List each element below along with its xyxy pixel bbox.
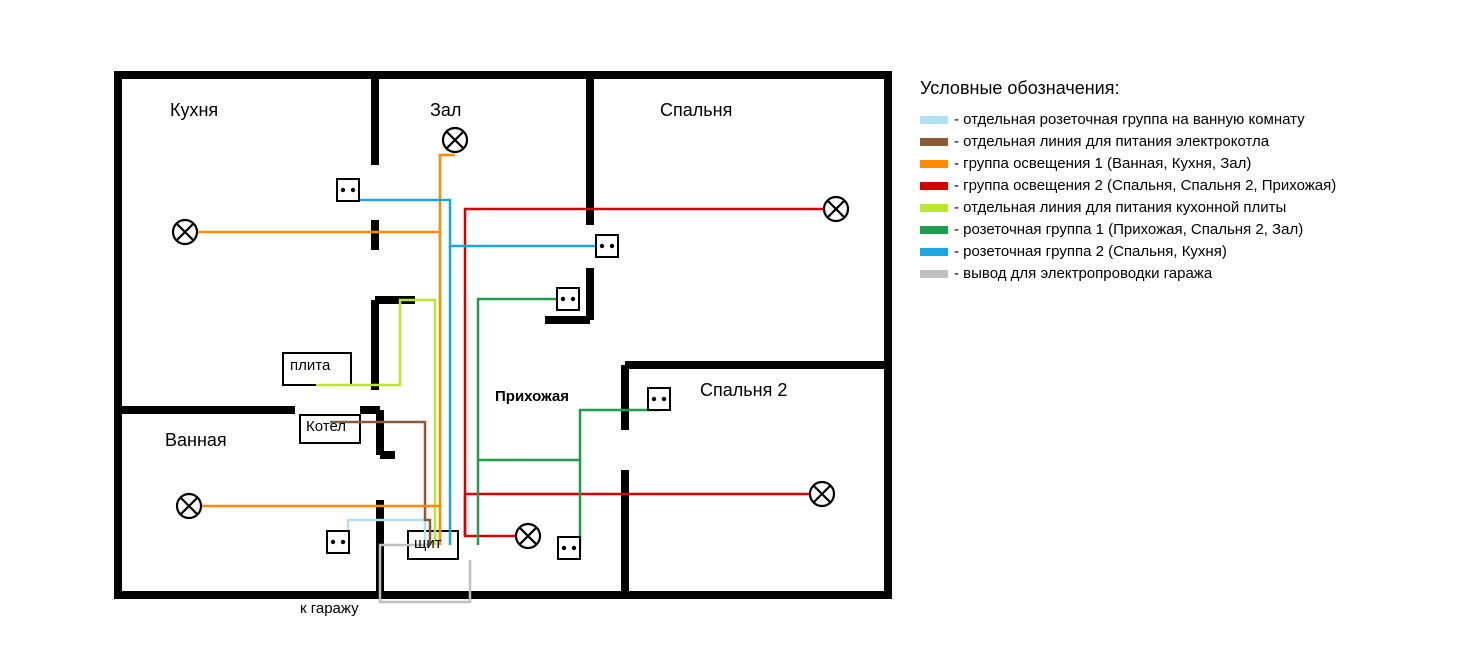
legend-row: - отдельная линия для питания кухонной п…	[920, 197, 1336, 218]
legend-text: - розеточная группа 1 (Прихожая, Спальня…	[954, 221, 1303, 238]
legend-text: - группа освещения 1 (Ванная, Кухня, Зал…	[954, 155, 1251, 172]
legend-row: - группа освещения 2 (Спальня, Спальня 2…	[920, 175, 1336, 196]
label-bedroom2: Спальня 2	[700, 380, 787, 401]
label-bedroom: Спальня	[660, 100, 732, 121]
legend-swatch	[920, 248, 948, 256]
label-hall: Зал	[430, 100, 461, 121]
legend-swatch	[920, 226, 948, 234]
legend-swatch	[920, 160, 948, 168]
legend-text: - отдельная линия для питания кухонной п…	[954, 199, 1286, 216]
label-bathroom: Ванная	[165, 430, 227, 451]
label-panel: щит	[414, 535, 442, 552]
legend-row: - вывод для электропроводки гаража	[920, 263, 1336, 284]
legend-swatch	[920, 182, 948, 190]
legend-row: - отдельная линия для питания электрокот…	[920, 131, 1336, 152]
legend-text: - отдельная линия для питания электрокот…	[954, 133, 1269, 150]
legend-row: - розеточная группа 2 (Спальня, Кухня)	[920, 241, 1336, 262]
label-corridor: Прихожая	[495, 388, 569, 405]
legend-text: - розеточная группа 2 (Спальня, Кухня)	[954, 243, 1227, 260]
legend-title: Условные обозначения:	[920, 78, 1336, 99]
legend-text: - группа освещения 2 (Спальня, Спальня 2…	[954, 177, 1336, 194]
label-kitchen: Кухня	[170, 100, 218, 121]
legend: Условные обозначения: - отдельная розето…	[920, 78, 1336, 285]
label-boiler: Котел	[306, 418, 346, 435]
legend-text: - отдельная розеточная группа на ванную …	[954, 111, 1305, 128]
legend-swatch	[920, 270, 948, 278]
legend-swatch	[920, 116, 948, 124]
label-garage: к гаражу	[300, 600, 359, 617]
label-stove: плита	[290, 357, 330, 374]
legend-swatch	[920, 204, 948, 212]
legend-row: - розеточная группа 1 (Прихожая, Спальня…	[920, 219, 1336, 240]
legend-text: - вывод для электропроводки гаража	[954, 265, 1212, 282]
legend-row: - отдельная розеточная группа на ванную …	[920, 109, 1336, 130]
legend-swatch	[920, 138, 948, 146]
legend-row: - группа освещения 1 (Ванная, Кухня, Зал…	[920, 153, 1336, 174]
